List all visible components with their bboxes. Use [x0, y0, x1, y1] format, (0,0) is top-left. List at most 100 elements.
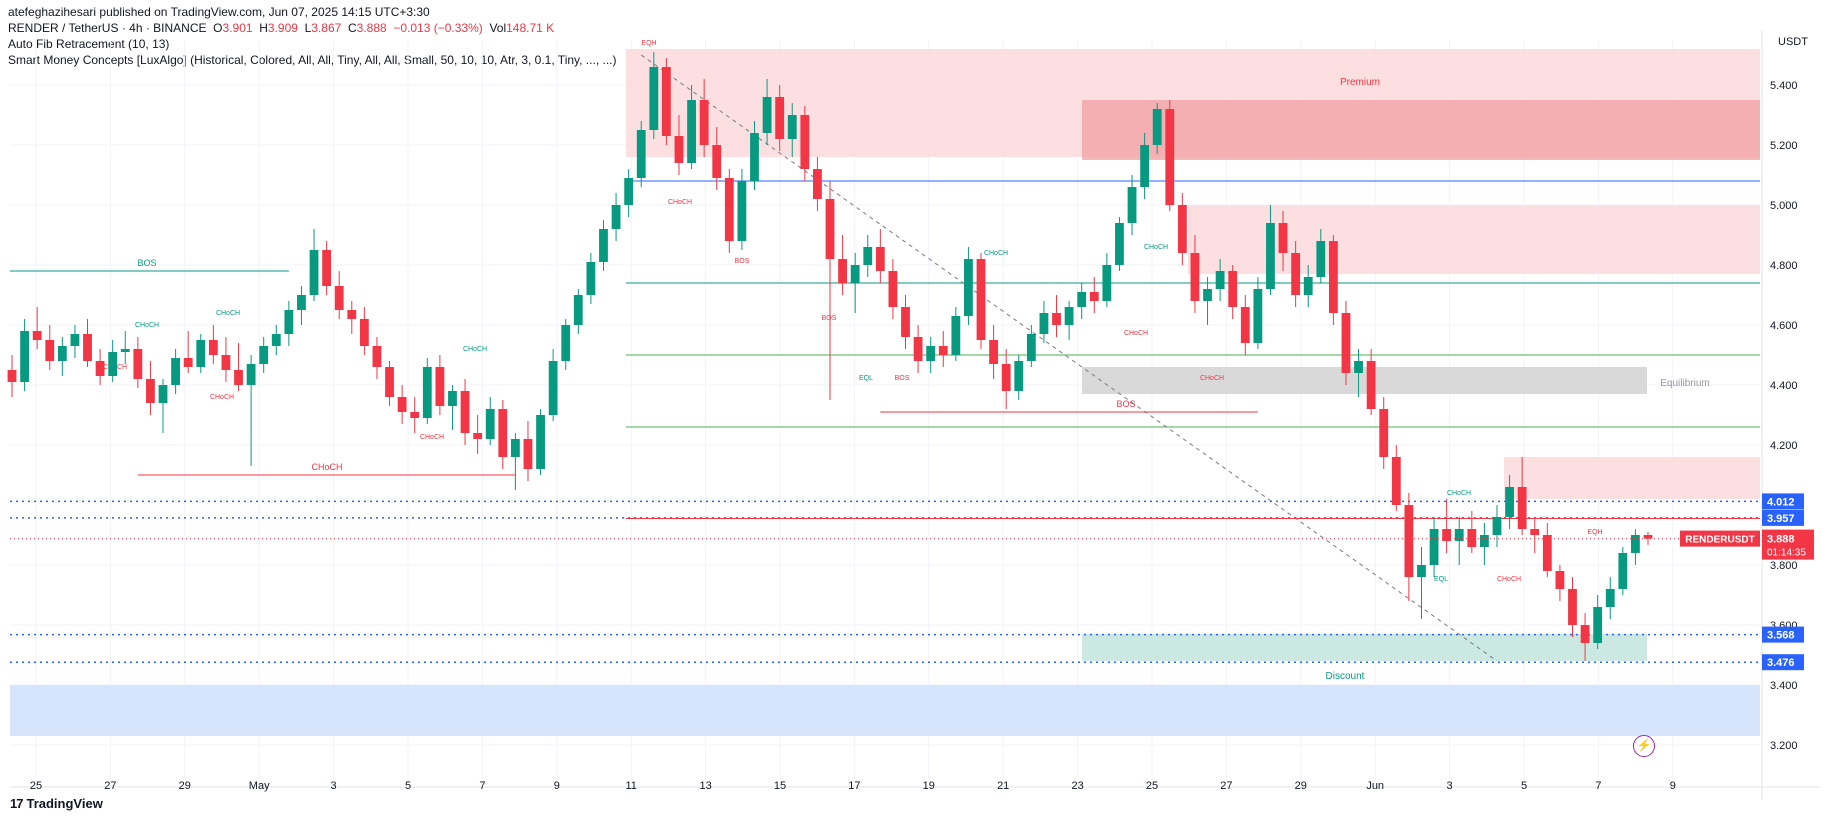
discount-zone — [1082, 634, 1647, 661]
change-value: −0.013 (−0.33%) — [393, 21, 483, 35]
candle-body — [1379, 409, 1389, 457]
candle-body — [1190, 253, 1200, 301]
lightning-icon[interactable]: ⚡ — [1633, 735, 1655, 757]
candle-body — [1341, 313, 1351, 373]
candle-body — [334, 286, 344, 310]
candle-body — [561, 325, 571, 361]
candle-body — [536, 415, 545, 469]
candle-body — [1517, 487, 1527, 529]
low-label: L — [304, 21, 312, 35]
candle-body — [422, 367, 432, 418]
candle-body — [1479, 535, 1489, 547]
y-tick-label: 4.400 — [1770, 380, 1798, 392]
structure-label: BOS — [1116, 399, 1135, 409]
candle-body — [787, 115, 797, 139]
candle-body — [460, 391, 470, 433]
x-tick-label: 13 — [699, 780, 711, 792]
smc-label: BOS — [895, 375, 910, 382]
candle-body — [699, 100, 709, 145]
candle-body — [838, 259, 847, 283]
candle-body — [1568, 589, 1577, 625]
candle-body — [1555, 571, 1565, 589]
x-tick-label: 11 — [625, 780, 636, 792]
candle-body — [435, 367, 445, 406]
candle-body — [1152, 109, 1162, 145]
volume-label: Vol — [489, 21, 507, 35]
x-tick-label: Jun — [1366, 780, 1384, 792]
supply-ob-2 — [1504, 457, 1760, 499]
y-tick-label: 4.200 — [1770, 440, 1798, 452]
candle-body — [875, 247, 885, 271]
price-level-text: 3.568 — [1767, 630, 1795, 642]
y-tick-label: 3.400 — [1770, 680, 1798, 692]
blue-zone — [10, 685, 1760, 736]
candle-body — [1542, 535, 1552, 571]
candle-body — [1530, 529, 1540, 535]
symbol-name[interactable]: RENDER / TetherUS · 4h · BINANCE — [8, 21, 207, 35]
symbol-tag — [1680, 530, 1760, 547]
currency-label[interactable]: USDT — [1778, 36, 1808, 48]
candle-body — [1001, 364, 1011, 391]
indicator-smc[interactable]: Smart Money Concepts [LuxAlgo] (Historic… — [8, 53, 617, 67]
candle-body — [976, 259, 986, 340]
x-tick-label: 27 — [1220, 780, 1232, 792]
candle-body — [724, 178, 734, 241]
candle-body — [1442, 529, 1452, 541]
candle-body — [951, 316, 961, 355]
x-tick-label: 21 — [997, 780, 1009, 792]
smc-label: CHoCH — [216, 310, 240, 317]
candle-body — [259, 346, 269, 364]
price-level-tag — [1762, 626, 1804, 643]
premium-ob — [1082, 100, 1760, 160]
smc-label: CHoCH — [1124, 330, 1148, 337]
candle-body — [372, 346, 382, 367]
candle-body — [1165, 109, 1175, 205]
volume-value: 148.71 K — [506, 21, 555, 35]
smc-label: CHoCH — [1200, 375, 1224, 382]
y-tick-label: 5.000 — [1770, 200, 1798, 212]
close-label: C — [347, 21, 357, 35]
candle-body — [674, 136, 684, 163]
candle-body — [32, 331, 42, 340]
equilibrium-label: Equilibrium — [1660, 378, 1709, 389]
candle-body — [548, 361, 558, 415]
candle-body — [712, 145, 722, 178]
candle-body — [964, 259, 973, 316]
candle-body — [208, 340, 218, 355]
smc-label: CHoCH — [420, 434, 444, 441]
tradingview-logo[interactable]: 17 TradingView — [10, 796, 103, 811]
high-label: H — [259, 21, 268, 35]
candle-body — [1429, 529, 1439, 565]
candle-body — [1039, 313, 1049, 334]
candle-body — [1354, 361, 1363, 373]
candle-body — [661, 67, 671, 136]
candle-body — [7, 370, 17, 382]
candle-body — [1140, 145, 1150, 187]
candle-body — [938, 346, 948, 355]
indicator-fib[interactable]: Auto Fib Retracement (10, 13) — [8, 37, 170, 51]
candle-body — [1089, 292, 1099, 301]
last-price-tag — [1762, 529, 1814, 560]
x-tick-label: 15 — [774, 780, 786, 792]
candle-body — [1643, 535, 1653, 539]
candle-body — [133, 349, 143, 379]
candle-body — [599, 229, 608, 262]
candle-body — [510, 439, 520, 457]
candle-body — [322, 250, 332, 286]
candle-body — [611, 205, 621, 229]
candle-body — [485, 409, 495, 439]
candle-body — [246, 364, 256, 385]
x-tick-label: 7 — [479, 780, 485, 792]
candle-body — [1115, 223, 1124, 265]
candle-body — [385, 367, 394, 397]
candle-body — [1454, 529, 1464, 541]
price-level-tag — [1762, 509, 1804, 526]
candle-body — [1266, 223, 1275, 289]
candle-body — [586, 262, 596, 295]
candle-body — [120, 349, 130, 352]
candle-body — [989, 340, 999, 364]
x-tick-label: 9 — [554, 780, 560, 792]
x-tick-label: 3 — [331, 780, 337, 792]
candle-body — [1026, 334, 1036, 361]
